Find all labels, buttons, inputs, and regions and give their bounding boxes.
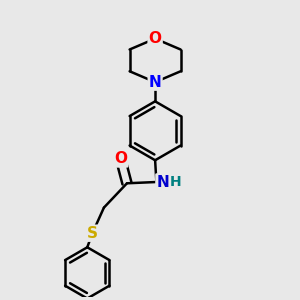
Text: N: N [156, 175, 169, 190]
Text: O: O [114, 152, 127, 166]
Text: H: H [170, 175, 182, 189]
Text: S: S [87, 226, 98, 241]
Text: N: N [149, 75, 161, 90]
Text: O: O [148, 31, 162, 46]
